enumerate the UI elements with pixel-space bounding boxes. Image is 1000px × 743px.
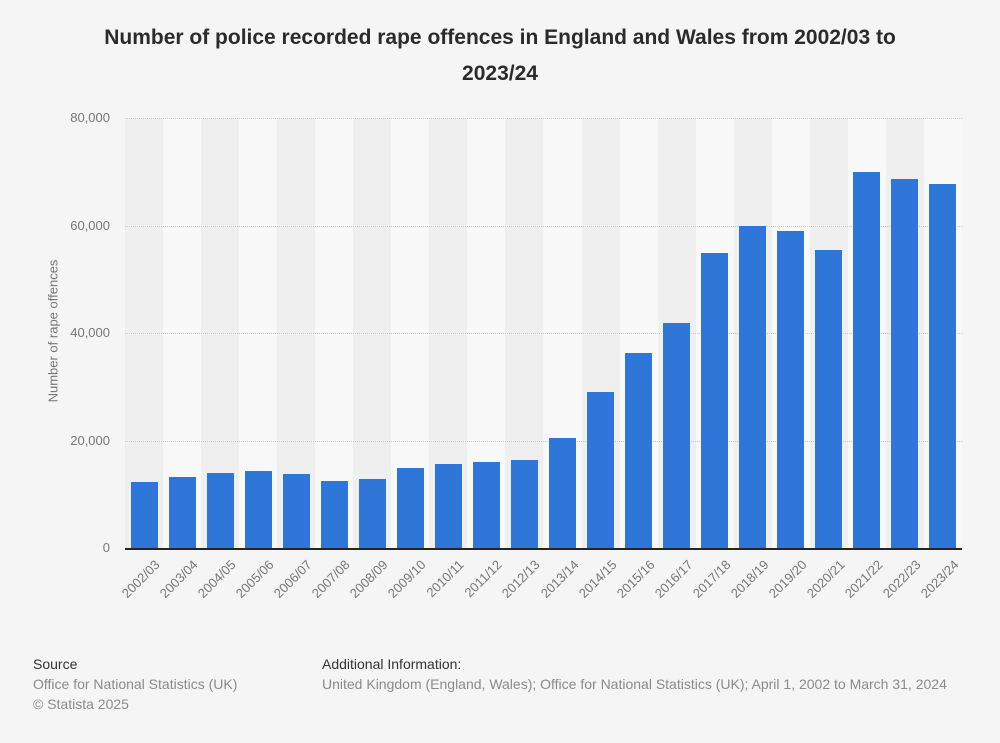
x-tick-label: 2014/15 (575, 557, 620, 601)
x-tick-label: 2021/22 (841, 557, 886, 601)
bar-2022/23[interactable] (891, 179, 919, 548)
bar-2002/03[interactable] (130, 481, 158, 548)
copyright-notice: © Statista 2025 (33, 696, 129, 712)
x-tick-label: 2007/08 (309, 557, 353, 601)
plot-area (125, 118, 962, 550)
bar-2012/13[interactable] (510, 460, 538, 548)
bar-2013/14[interactable] (549, 437, 577, 548)
y-tick-label: 80,000 (70, 110, 110, 125)
gridline-80,000 (125, 118, 962, 119)
y-tick-label: 0 (102, 540, 110, 555)
bar-2005/06[interactable] (244, 471, 272, 548)
source-value: Office for National Statistics (UK) (33, 676, 238, 692)
x-tick-label: 2012/13 (499, 557, 544, 601)
x-tick-label: 2002/03 (118, 557, 163, 601)
x-tick-label: 2023/24 (917, 557, 962, 601)
additional-information-label: Additional Information: (322, 656, 462, 672)
bar-2008/09[interactable] (358, 478, 386, 548)
y-tick-label: 40,000 (70, 325, 110, 340)
bar-2020/21[interactable] (815, 250, 843, 548)
x-tick-label: 2020/21 (803, 557, 848, 601)
bar-2016/17[interactable] (663, 322, 691, 548)
gridline-20,000 (125, 440, 962, 442)
bar-2007/08[interactable] (320, 480, 348, 548)
bar-2010/11[interactable] (434, 463, 462, 548)
source-label: Source (33, 656, 78, 672)
x-tick-label: 2004/05 (194, 557, 239, 601)
bar-2018/19[interactable] (739, 226, 767, 548)
bar-2015/16[interactable] (625, 353, 653, 548)
x-tick-label: 2016/17 (651, 557, 696, 601)
x-tick-label: 2022/23 (879, 557, 924, 601)
x-tick-label: 2009/10 (385, 557, 429, 601)
x-tick-label: 2010/11 (423, 557, 467, 601)
x-tick-label: 2003/04 (156, 557, 201, 601)
additional-information-value: United Kingdom (England, Wales); Office … (322, 676, 947, 692)
bar-2019/20[interactable] (777, 230, 805, 548)
x-tick-label: 2019/20 (765, 557, 810, 601)
x-tick-label: 2005/06 (232, 557, 277, 601)
x-tick-label: 2011/12 (461, 557, 506, 601)
gridline-60,000 (125, 225, 962, 227)
y-tick-label: 20,000 (70, 432, 110, 448)
bar-2011/12[interactable] (472, 462, 500, 548)
footer-source: Source Office for National Statistics (U… (33, 654, 237, 714)
bar-2006/07[interactable] (282, 474, 310, 548)
bar-2004/05[interactable] (206, 473, 234, 548)
bar-2021/22[interactable] (853, 172, 881, 548)
x-tick-label: 2017/18 (689, 557, 734, 601)
bar-2009/10[interactable] (396, 467, 424, 548)
footer-additional-information: Additional Information: United Kingdom (… (322, 654, 947, 694)
chart-title: Number of police recorded rape offences … (104, 26, 896, 85)
bar-2023/24[interactable] (929, 184, 957, 548)
x-tick-label: 2006/07 (270, 557, 315, 601)
x-axis-line (125, 548, 962, 550)
bar-2014/15[interactable] (587, 391, 615, 548)
x-tick-label: 2018/19 (727, 557, 772, 601)
gridline-40,000 (125, 333, 962, 334)
x-tick-label: 2008/09 (347, 557, 391, 601)
bar-2003/04[interactable] (168, 477, 196, 548)
bar-2017/18[interactable] (701, 253, 729, 548)
x-tick-label: 2015/16 (613, 557, 658, 601)
x-tick-label: 2013/14 (537, 557, 582, 601)
y-tick-label: 60,000 (70, 217, 110, 233)
